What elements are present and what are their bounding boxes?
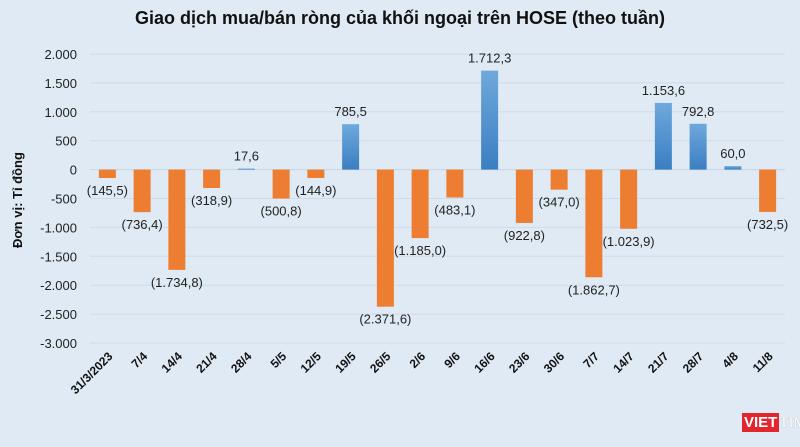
x-tick-label: 21/4 xyxy=(193,349,220,376)
x-tick-label: 7/4 xyxy=(129,349,151,371)
x-tick-label: 7/7 xyxy=(580,349,602,371)
data-label: (1.023,9) xyxy=(603,234,655,249)
x-tick-label: 11/8 xyxy=(750,349,776,375)
data-label: (1.862,7) xyxy=(568,282,620,297)
x-tick-label: 31/3/2023 xyxy=(68,349,116,397)
x-tick-label: 12/5 xyxy=(298,349,325,376)
y-tick-label: -1.000 xyxy=(40,220,77,235)
data-label: (736,4) xyxy=(122,217,163,232)
data-label: 1.153,6 xyxy=(642,83,685,98)
data-label: 792,8 xyxy=(682,104,715,119)
data-label: (1.734,8) xyxy=(151,275,203,290)
y-tick-label: 1.000 xyxy=(44,105,77,120)
x-tick-label: 30/6 xyxy=(541,349,568,376)
x-tick-label: 5/5 xyxy=(268,349,290,371)
bar xyxy=(724,166,742,170)
x-tick-label: 26/5 xyxy=(367,349,394,376)
x-tick-label: 19/5 xyxy=(332,349,359,376)
x-tick-label: 28/7 xyxy=(680,349,707,376)
data-label: 785,5 xyxy=(334,104,367,119)
data-label: (1.185,0) xyxy=(394,243,446,258)
bar xyxy=(133,169,151,213)
y-axis-label: Đơn vị: Tỉ đồng xyxy=(10,152,25,248)
bar xyxy=(550,169,568,190)
y-tick-label: 500 xyxy=(55,134,77,149)
data-label: (144,9) xyxy=(295,183,336,198)
x-tick-label: 21/7 xyxy=(645,349,672,376)
x-tick-label: 9/6 xyxy=(441,349,463,371)
y-tick-label: -500 xyxy=(51,192,77,207)
data-label: 17,6 xyxy=(234,149,259,164)
bar xyxy=(342,124,360,170)
x-tick-label: 16/6 xyxy=(471,349,498,376)
y-tick-label: 0 xyxy=(70,163,77,178)
bar xyxy=(376,169,394,307)
y-tick-label: -1.500 xyxy=(40,249,77,264)
data-label: (347,0) xyxy=(539,195,580,210)
y-tick-label: 2.000 xyxy=(44,47,77,62)
bar xyxy=(203,169,221,189)
bar xyxy=(168,169,186,270)
bar xyxy=(689,123,707,170)
y-tick-label: -2.500 xyxy=(40,307,77,322)
data-label: (483,1) xyxy=(434,203,475,218)
data-label: (922,8) xyxy=(504,228,545,243)
y-tick-label: -3.000 xyxy=(40,336,77,351)
x-tick-label: 28/4 xyxy=(228,349,255,376)
x-tick-label: 14/4 xyxy=(159,349,186,376)
data-label: 1.712,3 xyxy=(468,51,511,66)
bar xyxy=(237,168,255,170)
data-label: (318,9) xyxy=(191,193,232,208)
chart-title: Giao dịch mua/bán ròng của khối ngoại tr… xyxy=(134,8,666,28)
bar xyxy=(620,169,638,229)
x-tick-label: 2/6 xyxy=(407,349,429,371)
y-tick-label: 1.500 xyxy=(44,76,77,91)
bar xyxy=(272,169,290,199)
data-label: (732,5) xyxy=(747,217,788,232)
bar xyxy=(98,169,116,179)
y-tick-label: -2.000 xyxy=(40,278,77,293)
viettimes-logo: VIETTIMES xyxy=(742,413,800,432)
bar xyxy=(515,169,533,223)
bar xyxy=(307,169,325,178)
x-tick-label: 4/8 xyxy=(719,349,741,371)
x-tick-label: 23/6 xyxy=(506,349,533,376)
bar xyxy=(411,169,429,239)
data-label: 60,0 xyxy=(720,146,745,161)
bar xyxy=(759,169,777,212)
bar xyxy=(585,169,603,278)
bar xyxy=(481,70,499,170)
data-label: (145,5) xyxy=(87,183,128,198)
x-tick-label: 14/7 xyxy=(610,349,637,376)
bar xyxy=(654,102,672,170)
bar xyxy=(446,169,464,198)
data-label: (2.371,6) xyxy=(359,312,411,327)
data-label: (500,8) xyxy=(261,204,302,219)
